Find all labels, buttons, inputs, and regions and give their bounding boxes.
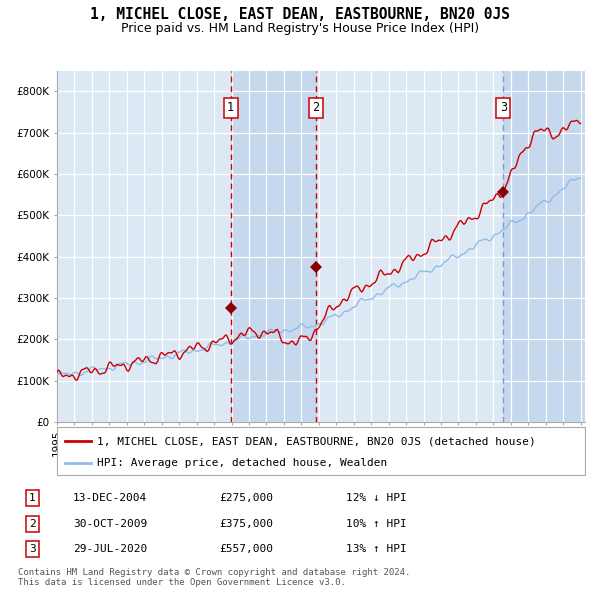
Text: 1, MICHEL CLOSE, EAST DEAN, EASTBOURNE, BN20 0JS: 1, MICHEL CLOSE, EAST DEAN, EASTBOURNE, … bbox=[90, 7, 510, 22]
Bar bbox=[503, 71, 585, 422]
Text: 13-DEC-2004: 13-DEC-2004 bbox=[73, 493, 147, 503]
Text: Contains HM Land Registry data © Crown copyright and database right 2024.
This d: Contains HM Land Registry data © Crown c… bbox=[18, 568, 410, 587]
Text: 2: 2 bbox=[312, 101, 319, 114]
Text: 3: 3 bbox=[500, 101, 507, 114]
Text: £557,000: £557,000 bbox=[220, 545, 274, 554]
Bar bbox=[230, 71, 316, 422]
Text: 29-JUL-2020: 29-JUL-2020 bbox=[73, 545, 147, 554]
Text: 30-OCT-2009: 30-OCT-2009 bbox=[73, 519, 147, 529]
Text: £375,000: £375,000 bbox=[220, 519, 274, 529]
Text: Price paid vs. HM Land Registry's House Price Index (HPI): Price paid vs. HM Land Registry's House … bbox=[121, 22, 479, 35]
Text: 1, MICHEL CLOSE, EAST DEAN, EASTBOURNE, BN20 0JS (detached house): 1, MICHEL CLOSE, EAST DEAN, EASTBOURNE, … bbox=[97, 436, 535, 446]
Text: 10% ↑ HPI: 10% ↑ HPI bbox=[346, 519, 407, 529]
Text: 1: 1 bbox=[227, 101, 234, 114]
Text: 12% ↓ HPI: 12% ↓ HPI bbox=[346, 493, 407, 503]
Text: £275,000: £275,000 bbox=[220, 493, 274, 503]
Text: 13% ↑ HPI: 13% ↑ HPI bbox=[346, 545, 407, 554]
Text: HPI: Average price, detached house, Wealden: HPI: Average price, detached house, Weal… bbox=[97, 458, 387, 468]
Text: 1: 1 bbox=[29, 493, 36, 503]
Text: 3: 3 bbox=[29, 545, 36, 554]
FancyBboxPatch shape bbox=[57, 427, 585, 475]
Text: 2: 2 bbox=[29, 519, 36, 529]
